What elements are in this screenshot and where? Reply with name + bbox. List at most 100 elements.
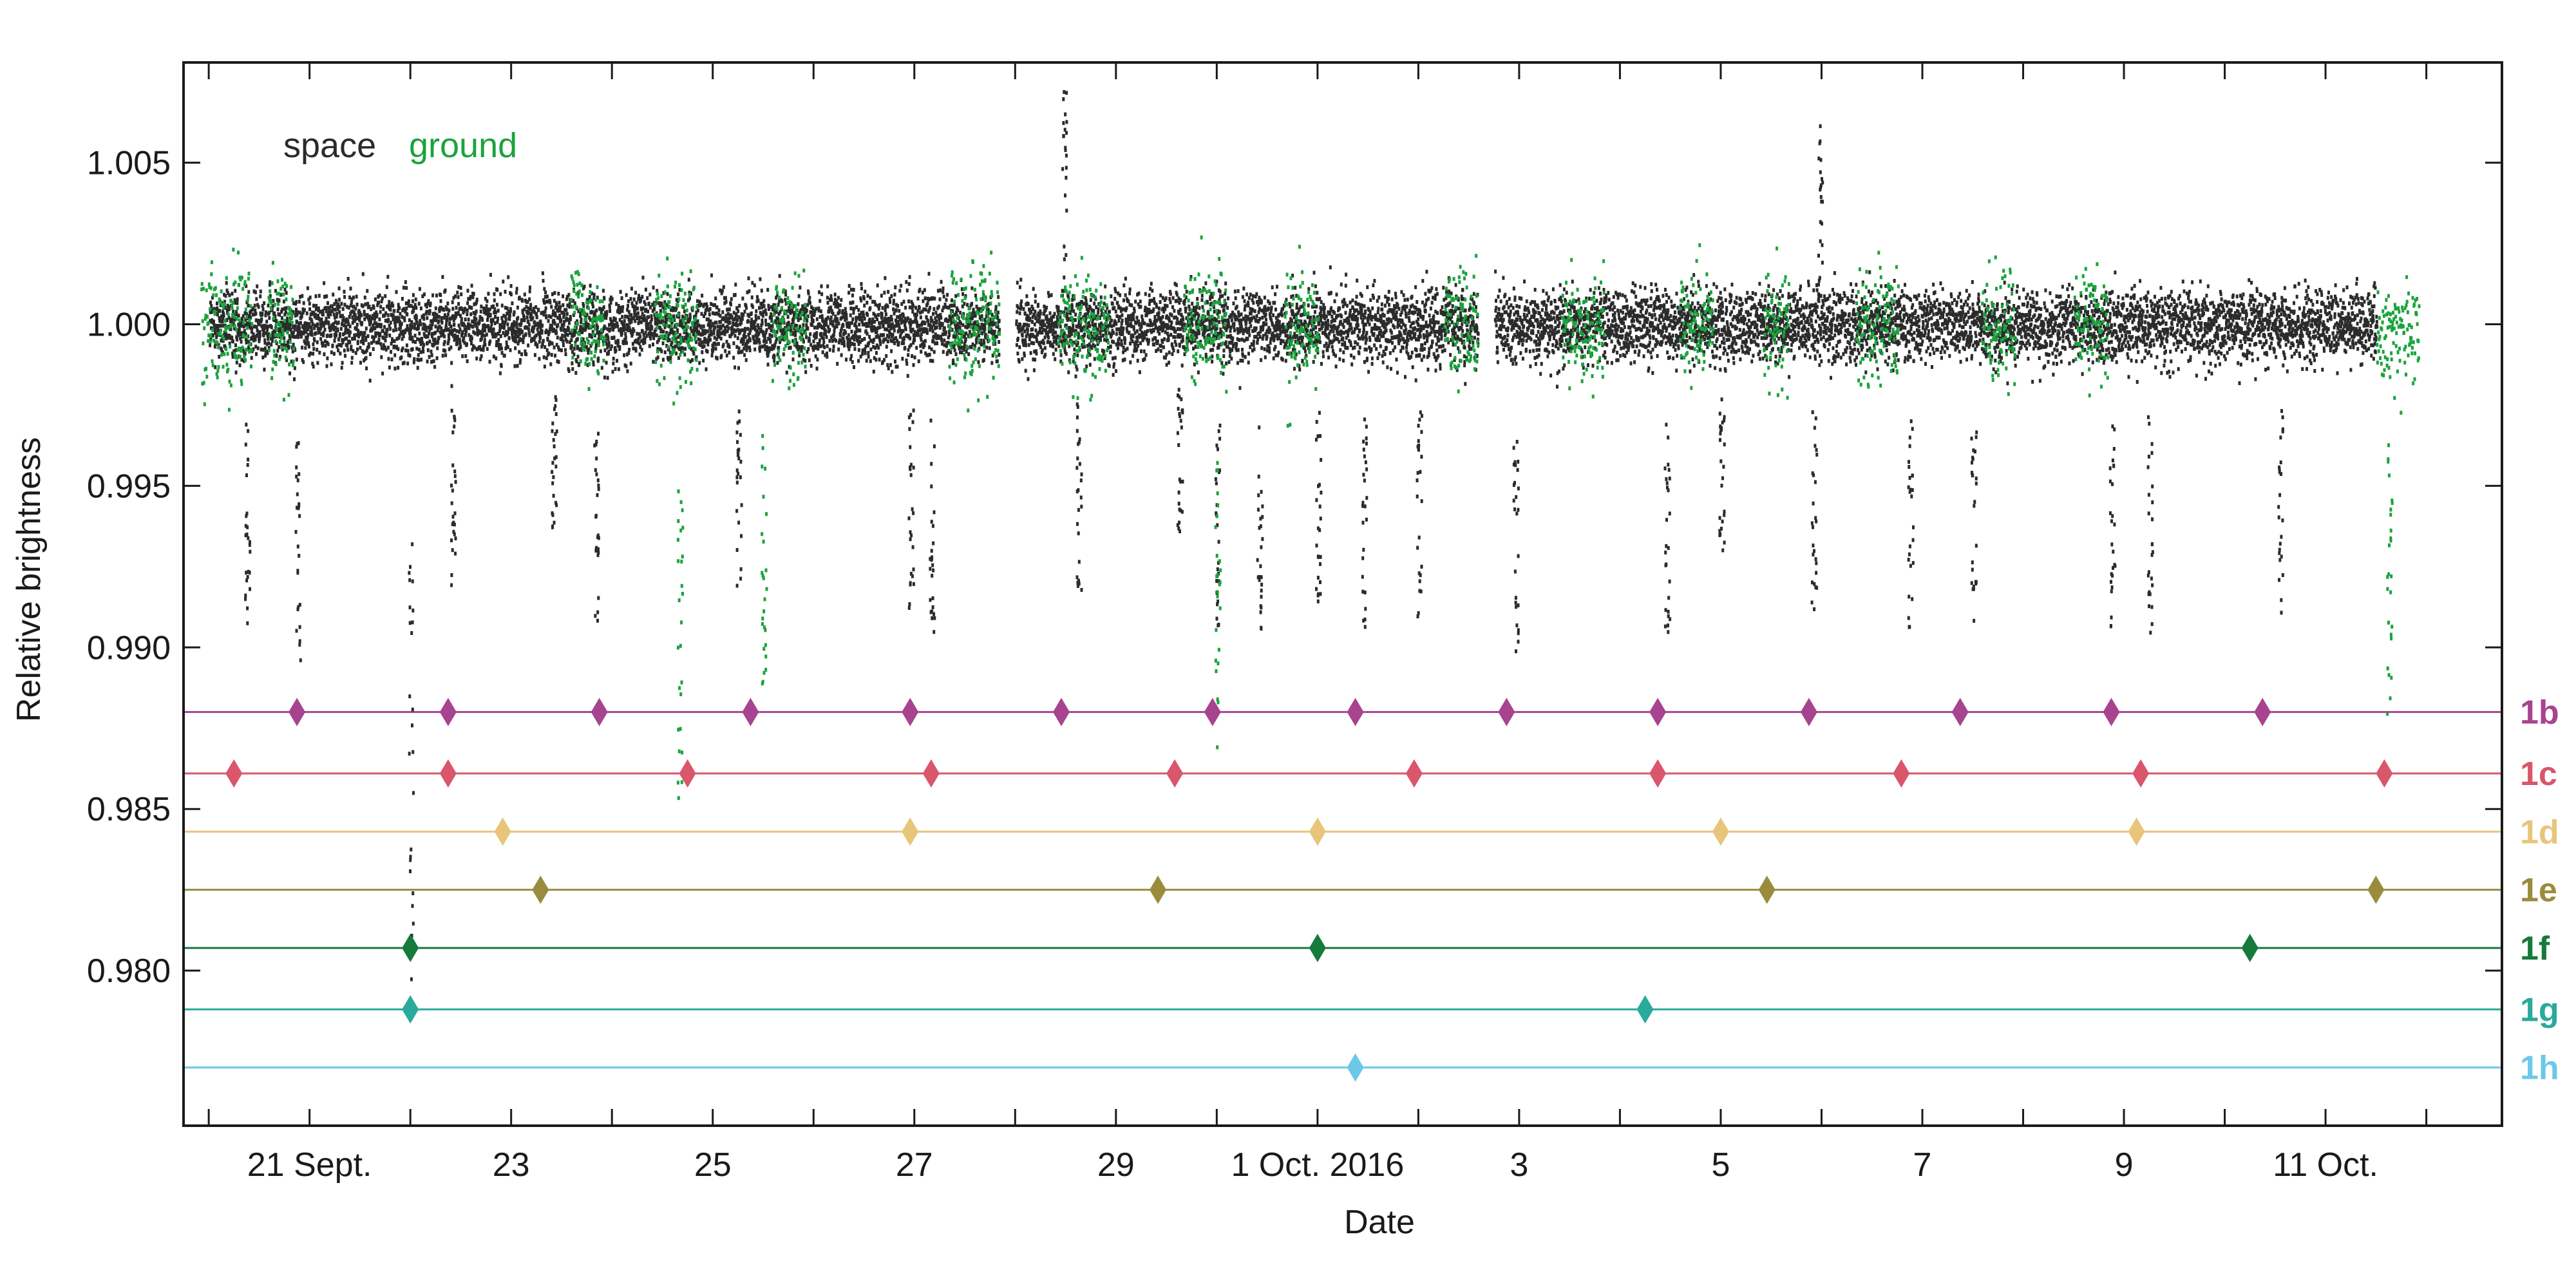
data-point-space — [703, 339, 706, 344]
data-point-space — [431, 312, 435, 316]
data-point-space — [211, 334, 214, 338]
data-point-space — [810, 364, 813, 368]
data-point-space — [701, 345, 704, 349]
data-point-space — [675, 351, 678, 355]
data-point-space — [341, 340, 345, 345]
data-point-space — [608, 305, 611, 309]
data-point-space — [972, 321, 976, 326]
data-point-space — [332, 327, 336, 332]
data-point-space — [553, 329, 556, 334]
data-point-space — [697, 323, 701, 328]
data-point-space — [931, 329, 934, 334]
data-point-space — [806, 327, 810, 331]
data-point-space — [722, 285, 725, 289]
data-point-space — [450, 361, 453, 365]
data-point-space — [636, 340, 639, 345]
data-point-space — [1041, 348, 1044, 352]
data-point-space — [670, 327, 674, 332]
data-point-space — [714, 325, 717, 330]
data-point-space — [1046, 330, 1050, 335]
data-point-space — [466, 342, 468, 346]
data-point-space — [363, 317, 366, 321]
data-point-space — [560, 348, 563, 352]
data-point-space — [1119, 332, 1122, 336]
data-point-space — [256, 334, 259, 338]
data-point-space — [329, 327, 332, 332]
data-point-space — [469, 323, 472, 328]
data-point-space — [631, 341, 634, 346]
data-point-space — [408, 303, 411, 308]
data-point-space — [1061, 334, 1065, 339]
data-point-space — [1025, 343, 1027, 348]
data-point-space — [928, 352, 931, 357]
data-point-space — [413, 303, 417, 307]
data-point-space — [842, 337, 845, 341]
data-point-space — [628, 348, 631, 352]
data-point-space — [1027, 323, 1030, 328]
data-point-space — [401, 337, 404, 341]
data-point-space — [606, 375, 609, 380]
data-point-space — [365, 348, 368, 353]
data-point-space — [1151, 289, 1154, 293]
data-point-space — [995, 334, 998, 339]
data-point-space — [925, 331, 929, 335]
data-point-space — [641, 330, 644, 334]
data-point-space — [532, 329, 535, 334]
data-point-space — [287, 345, 290, 349]
data-point-space — [397, 336, 401, 340]
data-point-space — [1144, 292, 1147, 296]
data-point-space — [390, 357, 393, 362]
data-point-space — [600, 366, 603, 370]
data-point-space — [278, 298, 281, 303]
data-point-space — [634, 290, 637, 295]
data-point-space — [343, 295, 346, 299]
data-point-space — [607, 350, 611, 354]
data-point-space — [1034, 299, 1037, 304]
data-point-space — [567, 328, 571, 332]
data-point-space — [834, 298, 837, 302]
data-point-space — [378, 317, 381, 321]
data-point-space — [1101, 312, 1104, 316]
data-point-space — [591, 330, 594, 334]
data-point-space — [491, 334, 495, 339]
data-point-space — [1108, 321, 1112, 325]
data-point-space — [642, 341, 645, 345]
data-point-space — [1122, 298, 1125, 303]
data-point-space — [761, 345, 764, 349]
data-point-space — [350, 310, 353, 314]
data-point-space — [754, 314, 757, 318]
data-point-space — [620, 331, 623, 336]
data-point-space — [611, 370, 614, 374]
data-point-space — [394, 316, 397, 320]
data-point-space — [761, 314, 764, 318]
data-point-space — [446, 317, 449, 322]
data-point-space — [536, 345, 539, 349]
data-point-space — [631, 332, 634, 336]
data-point-space — [553, 321, 556, 326]
data-point-space — [941, 332, 944, 337]
data-point-space — [947, 348, 951, 353]
data-point-space — [554, 301, 558, 305]
data-point-space — [418, 287, 421, 291]
data-point-space — [874, 346, 877, 350]
data-point-space — [468, 333, 471, 337]
data-point-space — [649, 330, 652, 335]
data-point-space — [365, 336, 367, 340]
data-point-space — [791, 339, 795, 343]
data-point-space — [740, 321, 743, 325]
data-point-space — [272, 299, 275, 303]
data-point-space — [562, 294, 565, 299]
data-point-space — [1106, 346, 1110, 350]
data-point-space — [822, 319, 825, 324]
data-point-space — [1034, 357, 1037, 362]
data-point-space — [1124, 308, 1128, 312]
data-point-space — [1151, 328, 1153, 333]
data-point-space — [710, 302, 713, 306]
data-point-space — [911, 306, 914, 310]
data-point-space — [534, 323, 537, 327]
data-point-space — [923, 321, 927, 326]
data-point-space — [1025, 317, 1028, 321]
data-point-space — [889, 326, 893, 330]
data-point-space — [925, 316, 928, 319]
data-point-space — [375, 310, 378, 315]
